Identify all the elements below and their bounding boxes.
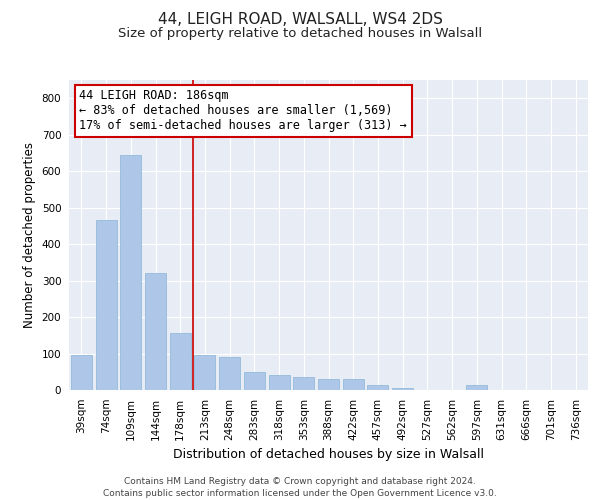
Bar [244,372,265,390]
Bar [466,384,487,390]
Bar [194,356,215,390]
Bar [343,379,364,390]
Y-axis label: Number of detached properties: Number of detached properties [23,142,36,328]
Text: 44 LEIGH ROAD: 186sqm
← 83% of detached houses are smaller (1,569)
17% of semi-d: 44 LEIGH ROAD: 186sqm ← 83% of detached … [79,90,407,132]
Bar [293,377,314,390]
Bar [145,274,166,390]
Bar [71,356,92,390]
Bar [367,384,388,390]
Bar [170,334,191,390]
Bar [95,220,116,390]
Bar [120,155,141,390]
X-axis label: Distribution of detached houses by size in Walsall: Distribution of detached houses by size … [173,448,484,461]
Bar [318,379,339,390]
Bar [392,388,413,390]
Text: Size of property relative to detached houses in Walsall: Size of property relative to detached ho… [118,28,482,40]
Text: Contains HM Land Registry data © Crown copyright and database right 2024.
Contai: Contains HM Land Registry data © Crown c… [103,476,497,498]
Bar [269,376,290,390]
Text: 44, LEIGH ROAD, WALSALL, WS4 2DS: 44, LEIGH ROAD, WALSALL, WS4 2DS [158,12,442,28]
Bar [219,357,240,390]
